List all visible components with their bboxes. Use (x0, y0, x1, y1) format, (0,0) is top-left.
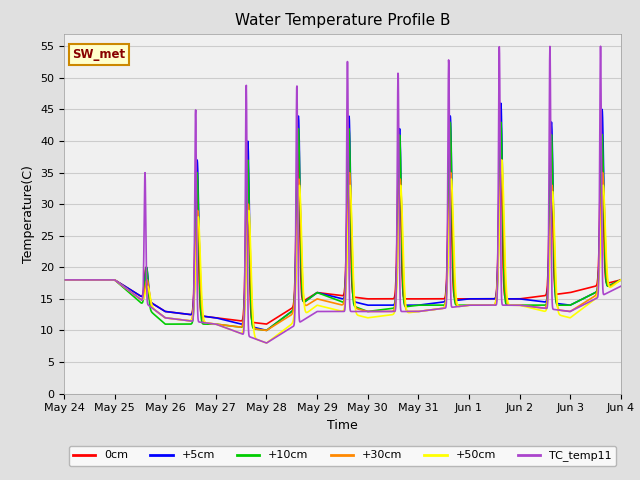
+30cm (452, 300, 460, 306)
TC_temp11 (616, 284, 624, 289)
TC_temp11 (554, 307, 561, 313)
0cm (189, 305, 196, 311)
+50cm (554, 307, 562, 313)
+5cm (554, 301, 562, 307)
+5cm (616, 277, 624, 283)
0cm (616, 277, 624, 283)
0cm (412, 296, 419, 302)
+50cm (262, 340, 270, 346)
+50cm (617, 277, 625, 283)
+10cm (412, 303, 419, 309)
Title: Water Temperature Profile B: Water Temperature Profile B (235, 13, 450, 28)
0cm (598, 125, 605, 131)
Line: +10cm: +10cm (64, 122, 621, 330)
+50cm (498, 157, 506, 163)
+30cm (412, 309, 419, 314)
+5cm (452, 298, 460, 303)
+30cm (617, 277, 625, 283)
TC_temp11 (412, 309, 419, 314)
+50cm (580, 304, 588, 310)
Line: +5cm: +5cm (64, 103, 621, 330)
TC_temp11 (189, 317, 196, 323)
+10cm (616, 277, 624, 283)
+50cm (60, 277, 68, 283)
+30cm (554, 305, 562, 311)
+5cm (189, 307, 196, 312)
+10cm (497, 119, 504, 125)
+10cm (452, 302, 460, 308)
TC_temp11 (263, 340, 271, 346)
Text: SW_met: SW_met (72, 48, 125, 61)
TC_temp11 (617, 283, 625, 289)
Y-axis label: Temperature(C): Temperature(C) (22, 165, 35, 263)
+5cm (617, 277, 625, 283)
+10cm (189, 316, 196, 322)
0cm (452, 296, 460, 302)
Line: +30cm: +30cm (64, 160, 621, 330)
+30cm (189, 311, 196, 316)
+30cm (60, 277, 68, 283)
Line: +50cm: +50cm (64, 160, 621, 343)
TC_temp11 (596, 43, 604, 49)
+10cm (617, 277, 625, 283)
+30cm (262, 327, 270, 333)
+10cm (60, 277, 68, 283)
+10cm (580, 295, 588, 301)
+10cm (262, 327, 270, 333)
+30cm (497, 157, 505, 163)
+50cm (616, 277, 624, 283)
+50cm (452, 295, 460, 300)
0cm (554, 291, 561, 297)
X-axis label: Time: Time (327, 419, 358, 432)
+10cm (554, 302, 562, 308)
0cm (262, 321, 270, 327)
+5cm (412, 302, 419, 308)
+30cm (616, 277, 624, 283)
TC_temp11 (60, 277, 68, 283)
+50cm (189, 313, 196, 319)
Line: 0cm: 0cm (64, 128, 621, 324)
0cm (60, 277, 68, 283)
+5cm (580, 295, 588, 301)
TC_temp11 (452, 304, 460, 310)
+5cm (262, 327, 270, 333)
+50cm (412, 309, 419, 315)
Legend: 0cm, +5cm, +10cm, +30cm, +50cm, TC_temp11: 0cm, +5cm, +10cm, +30cm, +50cm, TC_temp1… (68, 446, 616, 466)
+30cm (580, 300, 588, 305)
TC_temp11 (580, 301, 588, 307)
Line: TC_temp11: TC_temp11 (64, 46, 621, 343)
0cm (580, 286, 588, 292)
0cm (617, 277, 625, 283)
+5cm (497, 100, 504, 106)
+5cm (60, 277, 68, 283)
